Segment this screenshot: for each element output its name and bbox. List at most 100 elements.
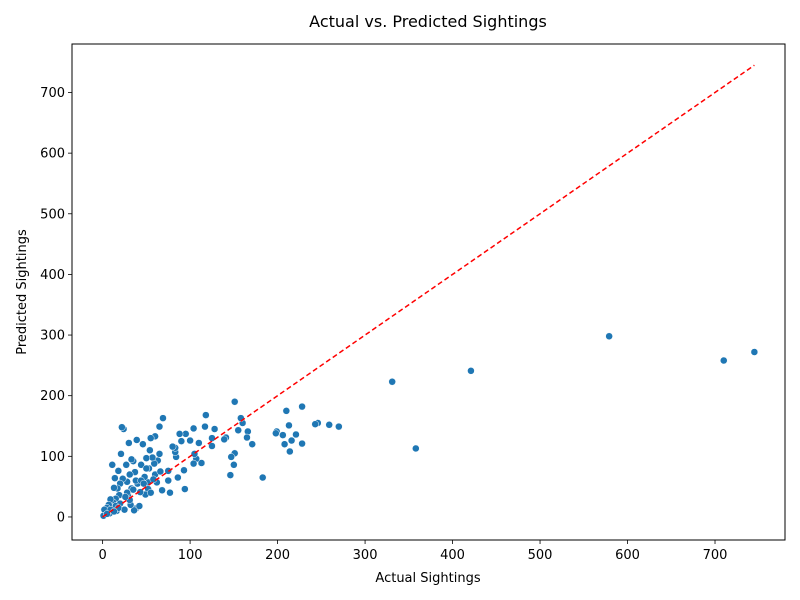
y-tick-label: 700	[40, 86, 65, 101]
data-point	[227, 453, 235, 461]
data-point	[110, 484, 118, 492]
data-point	[282, 407, 291, 415]
data-point	[298, 402, 306, 411]
data-point	[175, 430, 184, 438]
data-point	[189, 459, 198, 468]
data-point	[181, 485, 189, 493]
x-tick-label: 200	[265, 548, 290, 563]
data-point	[146, 488, 155, 497]
data-point	[142, 454, 151, 462]
data-point	[195, 439, 203, 447]
data-point	[605, 332, 613, 341]
data-point	[234, 426, 242, 434]
x-tick-label: 0	[98, 548, 106, 563]
data-point	[108, 461, 116, 469]
data-point	[155, 450, 164, 458]
data-point	[412, 444, 420, 453]
data-point	[226, 471, 235, 479]
data-point	[129, 485, 137, 494]
data-point	[180, 466, 188, 475]
data-point	[298, 439, 306, 448]
data-point	[186, 436, 194, 445]
y-tick-label: 300	[40, 329, 65, 344]
y-axis-label: Predicted Sightings	[15, 229, 30, 355]
x-tick-label: 100	[178, 548, 203, 563]
data-point	[121, 493, 130, 501]
y-tick-label: 600	[40, 147, 65, 162]
data-point	[272, 429, 280, 438]
data-point	[280, 440, 289, 448]
data-point	[168, 442, 177, 451]
data-point	[230, 461, 238, 469]
data-point	[311, 420, 319, 428]
data-point	[720, 356, 728, 365]
data-point	[135, 502, 144, 510]
data-point	[208, 442, 216, 450]
data-points	[99, 332, 759, 520]
data-point	[159, 414, 167, 422]
data-point	[139, 479, 148, 488]
data-point	[388, 377, 396, 386]
data-point	[177, 437, 186, 445]
data-point	[325, 421, 333, 429]
data-point	[210, 425, 219, 433]
reference-line	[102, 64, 755, 518]
data-point	[220, 435, 228, 444]
data-point	[243, 433, 251, 442]
data-point	[174, 473, 182, 482]
data-point	[136, 488, 144, 496]
y-tick-label: 100	[40, 450, 65, 465]
data-point	[292, 430, 300, 439]
y-axis-ticks: 0 100 200 300 400 500 600 700	[40, 86, 72, 525]
data-point	[158, 486, 166, 495]
x-tick-label: 700	[703, 548, 728, 563]
x-axis-label: Actual Sightings	[375, 571, 480, 586]
y-tick-label: 0	[57, 510, 65, 525]
data-point	[127, 455, 136, 464]
data-point	[189, 424, 198, 433]
data-point	[467, 367, 475, 375]
data-point	[248, 440, 256, 448]
data-point	[122, 461, 130, 469]
y-tick-label: 200	[40, 389, 65, 404]
data-point	[117, 450, 125, 458]
data-point	[335, 422, 343, 431]
x-tick-label: 600	[615, 548, 640, 563]
data-point	[201, 422, 209, 431]
plot-area	[71, 43, 786, 541]
data-point	[118, 423, 126, 431]
data-point	[230, 398, 239, 406]
data-point	[142, 464, 151, 473]
data-point	[130, 506, 138, 515]
data-point	[208, 434, 216, 442]
data-point	[111, 474, 119, 482]
data-point	[258, 473, 267, 482]
data-point	[156, 467, 165, 476]
chart-title: Actual vs. Predicted Sightings	[309, 12, 547, 31]
data-point	[114, 467, 123, 475]
data-point	[750, 348, 759, 356]
data-point	[146, 434, 155, 442]
data-point	[139, 440, 147, 448]
data-point	[155, 422, 164, 431]
data-point	[286, 447, 294, 456]
data-point	[146, 446, 154, 455]
x-tick-label: 500	[528, 548, 553, 563]
y-tick-label: 500	[40, 207, 65, 222]
data-point	[125, 439, 133, 447]
x-axis-ticks: 0 100 200 300 400 500 600 700	[98, 540, 727, 563]
data-point	[287, 436, 296, 445]
data-point	[279, 431, 287, 439]
data-point	[166, 488, 174, 497]
data-point	[137, 461, 145, 469]
data-point	[164, 476, 172, 485]
data-point	[202, 411, 210, 419]
y-tick-label: 400	[40, 268, 65, 283]
x-tick-label: 400	[440, 548, 465, 563]
data-point	[125, 470, 134, 479]
data-point	[197, 459, 206, 467]
data-point	[132, 436, 141, 444]
x-tick-label: 300	[353, 548, 378, 563]
data-point	[285, 421, 293, 430]
